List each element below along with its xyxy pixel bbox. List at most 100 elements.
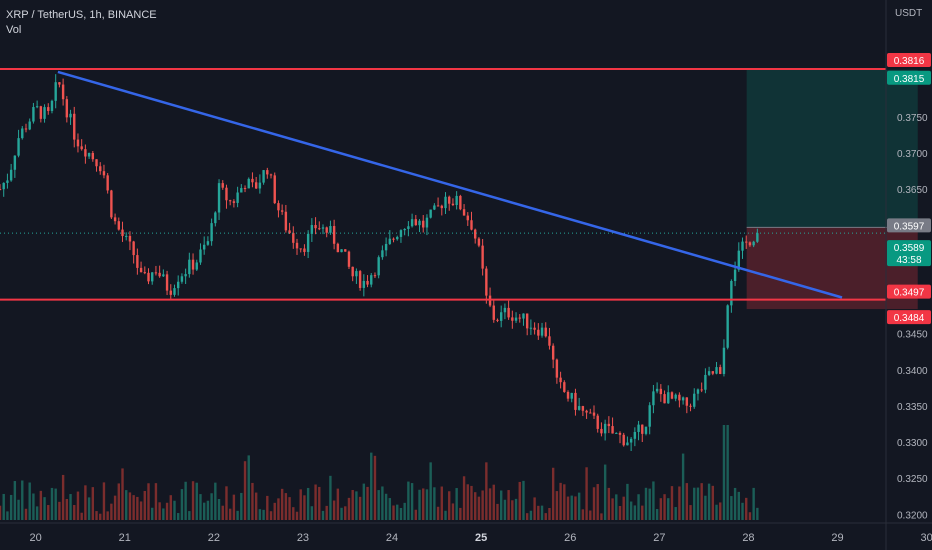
candle-body: [277, 203, 280, 211]
volume-bar: [132, 495, 135, 520]
candle-body: [136, 255, 139, 268]
candle-body: [158, 272, 161, 277]
candle-body: [13, 155, 17, 170]
volume-bar: [262, 509, 265, 520]
candle-body: [589, 412, 592, 414]
price-label-bg: [887, 284, 931, 299]
volume-bar: [574, 496, 577, 520]
volume-bar: [474, 492, 477, 520]
volume-bar: [288, 497, 291, 520]
candle-body: [177, 281, 180, 289]
candle-body: [507, 307, 510, 318]
candle-body: [43, 107, 46, 119]
time-tick-label: 29: [831, 532, 843, 544]
volume-bar: [499, 490, 503, 520]
candle-body: [392, 238, 395, 240]
candle-body: [318, 228, 321, 230]
volume-bar: [199, 494, 202, 520]
price-tick-label: 0.3450: [897, 330, 928, 341]
candle-body: [440, 205, 443, 209]
position-tool[interactable]: [746, 69, 918, 310]
volume-bar: [295, 511, 299, 520]
volume-bar: [581, 509, 585, 520]
candle-body: [681, 397, 685, 401]
volume-bar: [370, 452, 373, 520]
time-tick-label: 20: [30, 532, 42, 544]
volume-bar: [217, 498, 221, 520]
volume-bar: [425, 489, 429, 520]
volume-bar: [563, 484, 566, 520]
candle-body: [581, 406, 585, 411]
candle-body: [87, 152, 91, 157]
candle-body: [202, 244, 206, 250]
volume-bar: [529, 510, 533, 520]
candle-body: [704, 374, 707, 390]
candle-body: [474, 229, 477, 239]
volume-bar: [373, 455, 377, 520]
volume-bar: [511, 500, 514, 520]
symbol-title[interactable]: XRP / TetherUS, 1h, BINANCE: [6, 9, 157, 21]
candle-body: [433, 205, 436, 210]
candle-body: [648, 405, 651, 427]
volume-bar: [169, 495, 172, 520]
volume-bar: [228, 508, 232, 520]
time-tick-label: 23: [297, 532, 309, 544]
volume-bar: [254, 492, 258, 520]
price-tick-label: 0.3650: [897, 185, 928, 196]
volume-bar: [17, 499, 20, 520]
volume-bar: [128, 492, 132, 520]
volume-bar: [251, 482, 254, 520]
price-label-bg: [887, 53, 931, 68]
candle-body: [481, 245, 484, 269]
volume-bar: [611, 498, 614, 520]
time-axis[interactable]: 20 21 22 23 24 25 26 27 28 29 30: [0, 522, 932, 544]
volume-bar: [496, 503, 499, 520]
candle-body: [459, 195, 462, 210]
drawing-lines[interactable]: [0, 68, 886, 301]
price-label-text: 0.3816: [894, 56, 925, 67]
candle-body: [422, 220, 425, 228]
volume-bar: [24, 508, 28, 520]
candle-body: [741, 241, 744, 251]
volume-bar: [436, 506, 440, 520]
candle-body: [121, 229, 124, 237]
candle-body: [448, 196, 451, 204]
candle-body: [24, 128, 28, 130]
volume-bar: [9, 494, 13, 520]
volume-bar: [277, 498, 280, 520]
volume-bar: [422, 488, 425, 520]
price-label-text: 0.3597: [894, 221, 925, 232]
volume-bar: [726, 425, 729, 520]
volume-bar: [589, 510, 592, 520]
candle-body: [537, 329, 540, 336]
candle-body: [566, 391, 570, 399]
price-label-bg: [887, 70, 931, 85]
volume-bar: [622, 496, 625, 520]
volume-bar: [147, 483, 150, 520]
volume-bar: [143, 490, 146, 520]
candle-body: [173, 288, 176, 295]
volume-legend[interactable]: Vol: [6, 24, 22, 36]
volume-bar: [202, 502, 206, 520]
candle-body: [518, 317, 521, 319]
candle-body: [470, 220, 473, 230]
candle-body: [592, 412, 596, 416]
volume-bar: [102, 482, 106, 520]
volume-bar: [715, 504, 718, 520]
volume-bar: [459, 507, 462, 520]
candle-body: [559, 377, 562, 383]
candle-body: [462, 209, 466, 216]
candle-body: [240, 188, 243, 193]
trendline: [57, 70, 843, 299]
candle-body: [110, 190, 113, 218]
candle-body: [707, 371, 711, 375]
volume-bar: [384, 493, 388, 520]
volume-bar: [210, 493, 213, 520]
time-tick-label: 24: [386, 532, 398, 544]
volume-bar: [418, 489, 421, 520]
volume-bar: [35, 506, 39, 520]
volume-bar: [121, 468, 124, 520]
volume-bar: [722, 425, 726, 520]
